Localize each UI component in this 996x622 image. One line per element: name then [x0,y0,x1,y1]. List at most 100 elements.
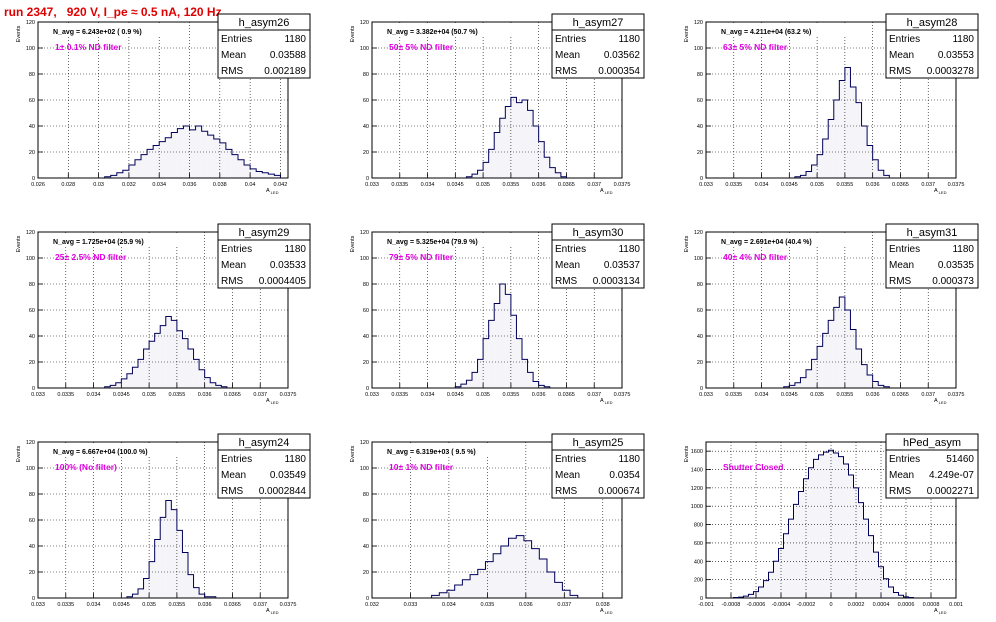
histogram-bin [856,102,862,178]
navg-box [50,445,178,457]
y-tick-label: 80 [363,282,369,288]
histogram-bin [549,167,556,178]
histogram-bin [176,330,183,388]
histogram-name: h_asym25 [573,437,624,449]
x-tick-label: 0.0345 [447,182,464,188]
y-tick-label: 100 [360,256,369,262]
x-tick-label: 0.0345 [447,392,464,398]
histogram-bin [244,165,251,178]
y-tick-label: 120 [26,20,35,26]
histogram-bin [128,165,135,178]
stats-value: 0.03553 [938,50,975,61]
histogram-bin [843,464,849,598]
histogram-bin [488,320,495,388]
histogram-bin [833,307,840,388]
histogram-bin [207,135,214,178]
x-axis-label: ALED [600,608,613,615]
x-tick-label: 0.033 [699,392,713,398]
histogram-bin [800,175,806,178]
histogram-bin [867,145,873,178]
x-tick-label: 0.036 [198,602,212,608]
histogram-bin [462,579,471,598]
histogram-bin [115,382,122,388]
histogram-bin [522,359,528,388]
x-tick-label: 0.035 [476,182,490,188]
histogram-bin [505,106,511,178]
y-tick-label: 1600 [691,449,703,455]
stats-label: Entries [555,34,586,45]
histogram-name: h_asym27 [573,17,624,29]
stats-label: RMS [555,276,578,287]
histogram-bin [477,569,486,598]
histogram-bin [544,386,550,388]
x-tick-label: 0.0335 [725,182,742,188]
histogram-bin [238,159,245,178]
y-tick-label: 1200 [691,486,703,492]
x-tick-label: 0.032 [122,182,136,188]
navg-box [50,25,178,37]
histogram-bin [182,552,188,598]
histogram-bin [132,594,138,598]
histogram-bin [494,303,500,388]
x-tick-label: -0.001 [698,602,714,608]
histogram-bin [848,475,854,598]
y-tick-label: 60 [363,308,369,314]
histogram-bin [878,566,884,598]
histogram-bin [850,87,856,178]
y-axis-label: Events [16,25,22,42]
histogram-bin [873,552,879,598]
histogram-bin [134,159,142,178]
navg-box [384,25,512,37]
histogram-bin [516,535,524,598]
x-tick-label: 0.001 [949,602,963,608]
histogram-bin [798,491,804,598]
histogram-bin [527,372,534,388]
histogram-bin [844,310,851,388]
stats-value: 1180 [618,244,640,255]
histogram-bin [863,519,869,598]
x-tick-label: 0.034 [152,182,166,188]
histogram-panel-h_asym31: 0.033 0.0335 0.034 0.0345 0.035 0.0355 0.036 0.… [684,223,979,405]
x-axis-label: ALED [266,608,279,615]
y-axis-label: Events [684,445,690,462]
stats-box [217,433,311,499]
histogram-panel-h_asym28: 0.033 0.0335 0.034 0.0345 0.035 0.0355 0.036 0.… [684,13,979,195]
y-axis-label: Events [16,445,22,462]
histogram-bin [153,145,160,178]
stats-label: Entries [889,454,920,465]
x-tick-label: 0.0355 [168,392,185,398]
histogram-bin [454,585,463,598]
navg-text: N_avg = 1.725e+04 (25.9 %) [53,239,144,246]
x-tick-label: 0.0335 [391,182,408,188]
y-tick-label: 60 [697,98,703,104]
x-tick-label: 0.037 [587,182,601,188]
stats-value: 0.000354 [598,66,640,77]
histogram-bin [159,141,166,178]
histogram-bin [225,149,232,178]
stats-value: 0.0003278 [927,66,975,77]
y-tick-label: 40 [29,124,35,130]
histogram-bin [193,587,200,598]
histogram-bin [533,381,539,388]
stats-label: Mean [555,50,580,61]
histogram-bin [177,128,184,178]
y-axis-label: Events [684,235,690,252]
histogram-outline [126,500,217,598]
stats-value: 0.000674 [598,486,640,497]
y-tick-label: 80 [697,282,703,288]
y-tick-label: 60 [29,518,35,524]
histogram-name: h_asym28 [907,17,958,29]
stats-value: 0.03588 [270,50,307,61]
stats-label: Mean [889,260,914,271]
histogram-bin [110,175,117,178]
histogram-panel-hPed_asym: -0.001 -0.0008 -0.0006 -0.0004 -0.0002 0 0.000… [684,433,979,615]
histogram-bin [793,504,799,598]
x-tick-label: 0.034 [755,392,769,398]
histogram-bin [858,502,864,598]
histogram-bin [122,170,129,178]
stats-value: 0.0002271 [927,486,975,497]
y-tick-label: 120 [360,230,369,236]
x-tick-label: 0.036 [532,182,546,188]
histogram-bin [878,170,884,178]
x-tick-label: 0.028 [61,182,75,188]
